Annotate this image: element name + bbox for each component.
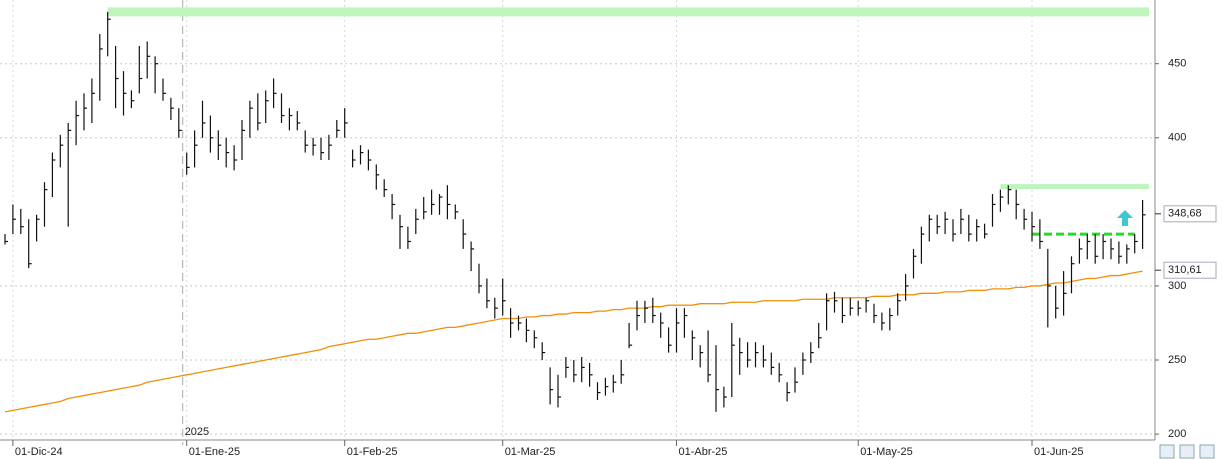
right-axis-panel bbox=[1155, 0, 1223, 459]
x-tick-label: 01-Dic-24 bbox=[15, 446, 63, 458]
x-tick-label: 01-Abr-25 bbox=[679, 446, 728, 458]
price-tag-box bbox=[1163, 205, 1217, 223]
plot bbox=[0, 0, 1155, 445]
year-label: 2025 bbox=[185, 426, 209, 438]
x-tick-label: 01-Jun-25 bbox=[1034, 446, 1084, 458]
x-tick-label: 01-Ene-25 bbox=[189, 446, 240, 458]
icon-button[interactable] bbox=[1179, 444, 1195, 459]
y-tick-label: 400 bbox=[1168, 132, 1186, 144]
y-tick-label: 200 bbox=[1168, 428, 1186, 440]
up-arrow bbox=[1117, 210, 1133, 226]
price-tag-box bbox=[1163, 261, 1217, 279]
icon-button[interactable] bbox=[1159, 444, 1175, 459]
moving-average bbox=[4, 270, 1143, 413]
x-tick-label: 01-May-25 bbox=[860, 446, 913, 458]
y-tick-label: 450 bbox=[1168, 58, 1186, 70]
x-tick-label: 01-Mar-25 bbox=[505, 446, 556, 458]
x-tick-label: 01-Feb-25 bbox=[347, 446, 398, 458]
price-tag-label: 310,61 bbox=[1168, 264, 1202, 276]
price-tag-label: 348,68 bbox=[1168, 208, 1202, 220]
y-tick-label: 250 bbox=[1168, 354, 1186, 366]
save-button[interactable] bbox=[1199, 444, 1215, 459]
y-tick-label: 300 bbox=[1168, 280, 1186, 292]
